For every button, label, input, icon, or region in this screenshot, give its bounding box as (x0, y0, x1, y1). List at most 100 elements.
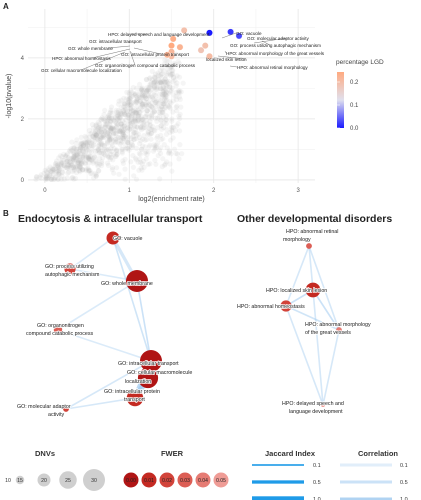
background-point (125, 115, 131, 121)
background-point (178, 89, 184, 95)
background-point (170, 67, 176, 73)
background-point (129, 125, 135, 131)
background-point (45, 170, 51, 177)
background-point (154, 86, 160, 92)
background-point (86, 154, 92, 160)
background-point (109, 148, 115, 155)
background-point (83, 144, 89, 150)
background-point (150, 80, 157, 86)
background-point (93, 172, 100, 178)
background-point (147, 123, 153, 129)
background-point (92, 131, 98, 137)
background-point (149, 86, 155, 92)
background-point (133, 107, 139, 113)
background-point (122, 112, 128, 118)
background-point (76, 153, 83, 160)
fwer-legend-label: 0.00 (126, 478, 136, 484)
background-point (120, 129, 126, 135)
background-point (61, 163, 67, 169)
background-point (163, 92, 169, 98)
background-point (122, 104, 128, 110)
background-point (138, 95, 144, 101)
background-point (149, 100, 155, 106)
background-point (169, 127, 175, 133)
background-point (172, 77, 178, 83)
background-point (115, 121, 121, 127)
background-point (140, 94, 146, 100)
background-point (167, 105, 173, 111)
background-point (71, 145, 77, 151)
background-point (70, 156, 77, 162)
background-point (86, 154, 92, 160)
node-macromolecule_localization (137, 367, 159, 389)
background-point (168, 100, 174, 106)
background-point (94, 147, 100, 153)
background-point (102, 121, 108, 127)
background-point (80, 142, 87, 148)
background-point (177, 115, 183, 122)
background-point (165, 69, 171, 75)
background-point (149, 104, 155, 110)
background-point (123, 96, 129, 102)
background-point (48, 176, 55, 182)
node-label: GO: vacuole (113, 236, 142, 242)
background-point (142, 144, 148, 150)
background-point (94, 123, 100, 129)
background-point (129, 113, 135, 119)
background-point (168, 89, 174, 95)
background-point (93, 132, 99, 138)
background-point (161, 61, 167, 67)
background-point (162, 76, 168, 82)
background-point (135, 113, 141, 119)
background-point (173, 104, 179, 110)
background-point (55, 171, 62, 177)
background-point (75, 157, 81, 163)
background-point (95, 136, 101, 142)
background-point (127, 96, 133, 102)
background-point (61, 165, 67, 171)
background-point (126, 147, 132, 153)
background-point (151, 109, 157, 115)
background-point (133, 110, 139, 116)
background-point (177, 88, 183, 94)
node-retinal (306, 243, 312, 249)
background-point (132, 124, 138, 130)
background-point (78, 134, 84, 140)
background-point (130, 107, 136, 114)
background-point (161, 93, 167, 99)
background-point (139, 121, 146, 127)
background-point (119, 150, 125, 156)
background-point (132, 118, 138, 124)
background-point (70, 164, 76, 170)
background-point (75, 159, 81, 165)
background-point (133, 130, 139, 136)
background-point (114, 152, 120, 158)
background-point (91, 142, 97, 148)
background-point (144, 108, 150, 114)
background-point (136, 109, 142, 116)
background-point (83, 168, 89, 174)
background-point (97, 121, 103, 127)
background-point (136, 117, 142, 123)
background-point (77, 146, 83, 152)
background-point (95, 146, 101, 152)
background-point (106, 115, 112, 121)
background-point (144, 77, 150, 83)
background-point (157, 110, 163, 116)
background-point (148, 93, 154, 99)
background-point (120, 118, 126, 124)
background-point (157, 68, 163, 74)
highlighted-point (206, 52, 213, 60)
background-point (99, 147, 105, 153)
background-point (72, 155, 78, 161)
annotation-leader (91, 48, 131, 59)
background-point (158, 117, 164, 123)
background-point (129, 139, 135, 145)
background-point (146, 85, 152, 91)
background-point (167, 84, 173, 90)
background-point (90, 133, 96, 140)
node-label: autophagic mechanism (45, 272, 100, 278)
background-point (77, 145, 83, 151)
background-point (57, 172, 63, 178)
background-point (125, 112, 131, 118)
